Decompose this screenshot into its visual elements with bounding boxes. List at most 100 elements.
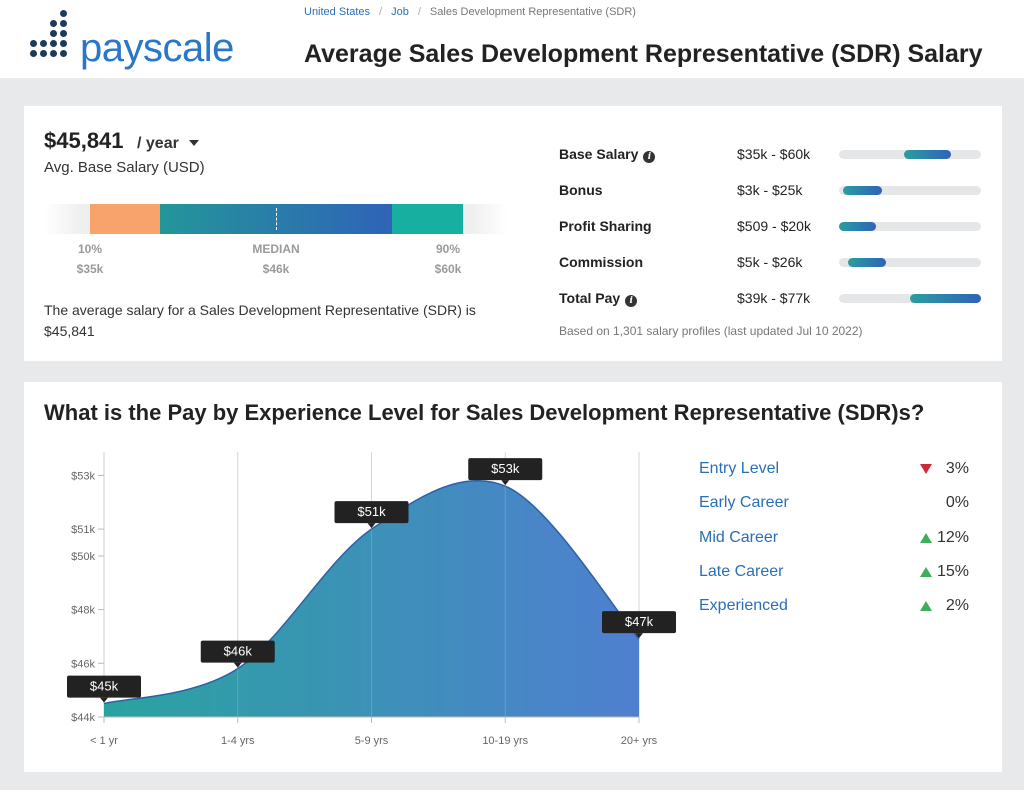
experience-level-row: Experienced 2% bbox=[699, 595, 969, 617]
breadcrumb-current: Sales Development Representative (SDR) bbox=[429, 6, 636, 18]
avg-salary-value: $45,841 bbox=[44, 128, 124, 153]
compensation-range-track bbox=[839, 258, 981, 267]
logo-dot bbox=[60, 20, 67, 27]
logo-dot bbox=[50, 50, 57, 57]
info-icon[interactable]: i bbox=[625, 295, 638, 307]
logo-dot bbox=[30, 50, 37, 57]
experience-card: What is the Pay by Experience Level for … bbox=[24, 382, 1002, 772]
salary-range-bar bbox=[44, 204, 508, 234]
breadcrumb-separator: / bbox=[417, 6, 421, 18]
breadcrumb-link-country[interactable]: United States bbox=[304, 6, 371, 18]
percentile-value-median: $46k bbox=[262, 262, 290, 276]
page-title: Average Sales Development Representative… bbox=[304, 40, 983, 68]
experience-level-link[interactable]: Late Career bbox=[699, 562, 784, 580]
data-label-box bbox=[67, 675, 141, 698]
experience-level-link[interactable]: Mid Career bbox=[699, 528, 779, 546]
compensation-row: Base Salary i $35k - $60k bbox=[559, 144, 989, 164]
data-label-pointer bbox=[100, 697, 108, 703]
compensation-label: Bonus bbox=[559, 182, 603, 198]
experience-section-title: What is the Pay by Experience Level for … bbox=[44, 400, 925, 425]
y-tick-label: $51k bbox=[71, 524, 95, 536]
compensation-range-fill bbox=[843, 186, 882, 195]
arrow-up-icon bbox=[920, 601, 932, 612]
y-tick-label: $44k bbox=[71, 712, 95, 724]
logo-dots-icon bbox=[26, 10, 76, 70]
experience-level-link[interactable]: Entry Level bbox=[699, 460, 780, 477]
data-label-pointer bbox=[501, 480, 510, 486]
data-source-note: Based on 1,301 salary profiles (last upd… bbox=[559, 324, 863, 338]
compensation-range: $39k - $77k bbox=[737, 290, 811, 306]
experience-level-change: 15% bbox=[936, 562, 969, 580]
compensation-label: Total Pay i bbox=[559, 290, 638, 307]
percentile-value-10: $35k bbox=[76, 262, 104, 276]
logo-dot bbox=[60, 50, 67, 57]
data-label-box bbox=[602, 611, 676, 634]
data-label: $51k bbox=[357, 504, 386, 519]
compensation-range: $3k - $25k bbox=[737, 182, 803, 198]
data-label-pointer bbox=[233, 662, 242, 668]
compensation-range: $509 - $20k bbox=[737, 218, 811, 234]
compensation-row: Commission $5k - $26k bbox=[559, 252, 989, 272]
y-tick-label: $50k bbox=[71, 551, 95, 563]
percentile-value-90: $60k bbox=[434, 262, 462, 276]
logo-dot bbox=[60, 30, 67, 37]
compensation-range-track bbox=[839, 294, 981, 303]
compensation-row: Total Pay i $39k - $77k bbox=[559, 288, 989, 308]
experience-level-change: 0% bbox=[945, 494, 969, 512]
compensation-row: Profit Sharing $509 - $20k bbox=[559, 216, 989, 236]
range-segment-high bbox=[392, 204, 463, 234]
experience-level-link[interactable]: Experienced bbox=[699, 597, 788, 615]
x-tick-label: < 1 yr bbox=[90, 735, 118, 747]
range-segment-low bbox=[90, 204, 160, 234]
percentile-label-90: 90% bbox=[435, 242, 461, 256]
logo-dot bbox=[40, 50, 47, 57]
y-tick-label: $46k bbox=[71, 658, 95, 670]
x-tick-label: 20+ yrs bbox=[621, 735, 658, 747]
compensation-range-track bbox=[839, 186, 981, 195]
data-label: $45k bbox=[90, 679, 119, 694]
period-selector[interactable]: / year bbox=[137, 135, 179, 152]
experience-level-row: Entry Level 3% bbox=[699, 458, 969, 480]
breadcrumb-link-job[interactable]: Job bbox=[391, 6, 409, 18]
compensation-range-track bbox=[839, 222, 981, 231]
logo-dot bbox=[60, 40, 67, 47]
data-label-box bbox=[200, 640, 275, 663]
payscale-logo[interactable]: payscale bbox=[26, 10, 256, 70]
arrow-up-icon bbox=[920, 566, 932, 577]
data-label-pointer bbox=[367, 523, 376, 529]
compensation-range-fill bbox=[847, 258, 886, 267]
percentile-label-10: 10% bbox=[77, 242, 103, 256]
salary-summary-card: $45,841 / year Avg. Base Salary (USD) 10… bbox=[24, 106, 1002, 361]
x-tick-label: 1-4 yrs bbox=[221, 735, 255, 747]
info-icon[interactable]: i bbox=[643, 151, 656, 163]
compensation-range: $5k - $26k bbox=[737, 254, 803, 270]
experience-level-row: Late Career 15% bbox=[699, 561, 969, 583]
experience-level-link[interactable]: Early Career bbox=[699, 494, 789, 512]
experience-level-change: 12% bbox=[936, 528, 969, 546]
logo-text: payscale bbox=[80, 26, 234, 70]
experience-level-change: 2% bbox=[945, 597, 969, 615]
experience-level-row: Mid Career 12% bbox=[699, 527, 969, 549]
chart-line bbox=[103, 479, 640, 705]
x-tick-label: 5-9 yrs bbox=[355, 735, 389, 747]
data-label-pointer bbox=[635, 633, 643, 639]
logo-dot bbox=[50, 30, 57, 37]
median-marker bbox=[276, 208, 277, 230]
experience-level-change: 3% bbox=[945, 460, 969, 477]
y-tick-label: $53k bbox=[71, 470, 95, 482]
compensation-label: Commission bbox=[559, 254, 644, 270]
compensation-range-fill bbox=[910, 294, 981, 303]
chevron-down-icon[interactable] bbox=[189, 140, 199, 146]
logo-dot bbox=[50, 20, 57, 27]
logo-dot bbox=[30, 40, 37, 47]
logo-dot bbox=[50, 40, 57, 47]
compensation-label: Profit Sharing bbox=[559, 218, 652, 234]
chart-area bbox=[104, 480, 639, 717]
compensation-range: $35k - $60k bbox=[737, 146, 811, 162]
breadcrumb: United States / Job / Sales Development Repr… bbox=[304, 6, 636, 18]
salary-description: The average salary for a Sales Developme… bbox=[44, 302, 476, 339]
compensation-row: Bonus $3k - $25k bbox=[559, 180, 989, 200]
arrow-down-icon bbox=[920, 464, 932, 474]
avg-salary-label: Avg. Base Salary (USD) bbox=[44, 159, 205, 176]
percentile-label-median: MEDIAN bbox=[252, 242, 300, 256]
